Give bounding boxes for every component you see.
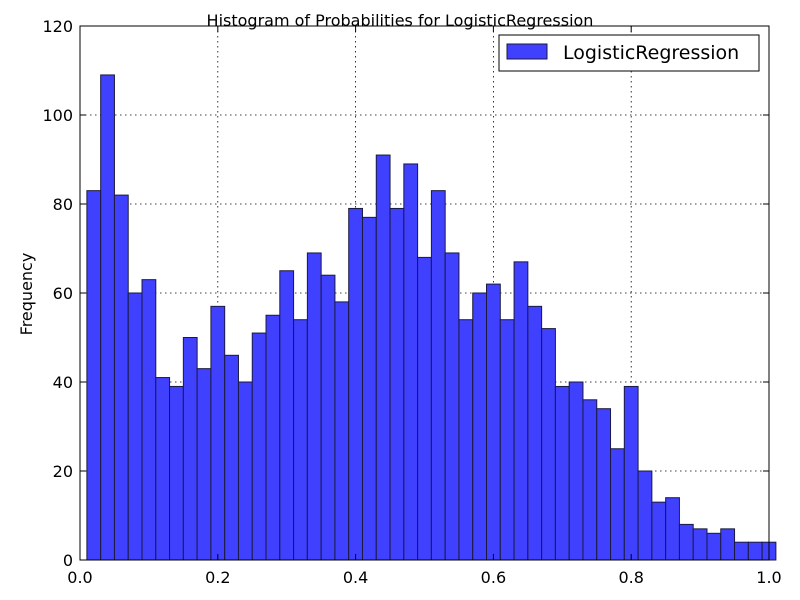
histogram-bar — [499, 319, 515, 561]
legend-swatch — [506, 43, 548, 60]
axis-ticks — [79, 25, 770, 561]
histogram-bar — [678, 523, 694, 561]
histogram-bar — [306, 252, 322, 561]
histogram-bar — [155, 377, 171, 561]
legend-label: LogisticRegression — [563, 42, 739, 64]
histogram-bar — [692, 528, 708, 561]
y-tick-label: 60 — [53, 284, 73, 303]
x-tick-label: 1.0 — [756, 568, 781, 587]
histogram-bar — [348, 207, 363, 561]
histogram-bar — [279, 270, 295, 561]
histogram-bar — [182, 337, 198, 561]
histogram-bar — [334, 301, 350, 561]
histogram-bar — [513, 261, 529, 561]
legend: LogisticRegression — [498, 34, 760, 72]
y-tick-label: 80 — [53, 195, 73, 214]
histogram-bar — [237, 381, 253, 561]
y-tick-label: 40 — [53, 373, 73, 392]
histogram-bar — [458, 319, 474, 561]
histogram-bar — [472, 292, 488, 561]
histogram-bar — [169, 385, 184, 561]
histogram-bar — [554, 385, 570, 561]
histogram-bar — [113, 194, 129, 561]
histogram-bar — [596, 408, 612, 561]
y-axis-label: Frequency — [17, 253, 36, 336]
histogram-bar — [293, 319, 308, 561]
histogram-bar — [582, 399, 598, 561]
histogram-bar — [541, 328, 556, 561]
histogram-bar — [375, 154, 391, 561]
chart-title: Histogram of Probabilities for LogisticR… — [207, 11, 594, 30]
histogram-bar — [100, 74, 115, 561]
histogram-bar — [417, 256, 432, 561]
histogram-bar — [265, 314, 281, 561]
x-axis-tick-labels: 0.0 0.2 0.4 0.6 0.8 1.0 — [67, 568, 781, 587]
histogram-bar — [527, 305, 543, 561]
y-tick-label: 20 — [53, 462, 73, 481]
histogram-bar — [651, 501, 667, 561]
y-tick-label: 0 — [63, 551, 73, 570]
histogram-bar — [361, 216, 377, 561]
histogram-bar — [610, 448, 625, 561]
y-tick-label: 100 — [42, 106, 73, 125]
histogram-bar — [224, 354, 239, 561]
x-tick-label: 0.2 — [205, 568, 230, 587]
histogram-bar — [623, 385, 639, 561]
histogram-bar — [665, 497, 680, 561]
histogram-bar — [734, 541, 749, 561]
histogram-bar — [720, 528, 736, 561]
histogram-bar — [747, 541, 763, 561]
histogram-bar — [403, 163, 419, 561]
histogram-bar — [141, 279, 157, 561]
x-tick-label: 0.4 — [343, 568, 368, 587]
histogram-bar — [196, 368, 212, 561]
histogram-bar — [86, 190, 102, 561]
histogram-bars — [86, 74, 777, 561]
y-axis-tick-labels: 0 20 40 60 80 100 120 — [42, 17, 73, 570]
histogram-bar — [251, 332, 267, 561]
histogram-bar — [637, 470, 653, 561]
histogram-bar — [444, 252, 460, 561]
histogram-bar — [210, 305, 226, 561]
histogram-bar — [568, 381, 584, 561]
x-tick-label: 0.8 — [618, 568, 643, 587]
x-tick-label: 0.0 — [67, 568, 92, 587]
histogram-bar — [486, 283, 501, 561]
histogram-bar — [430, 190, 446, 561]
histogram-bar — [389, 207, 405, 561]
histogram-bar — [127, 292, 143, 561]
histogram-bar — [320, 274, 336, 561]
x-tick-label: 0.6 — [481, 568, 506, 587]
histogram-bar — [706, 532, 722, 561]
y-tick-label: 120 — [42, 17, 73, 36]
